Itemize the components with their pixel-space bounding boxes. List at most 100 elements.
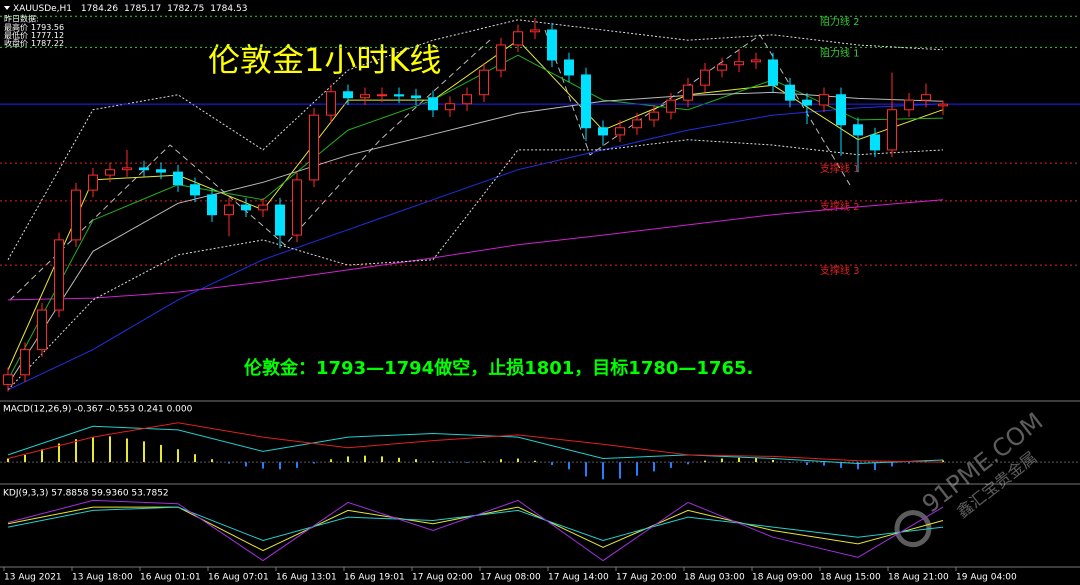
macd-bar: [874, 462, 876, 470]
candle-body: [122, 167, 132, 171]
prev-day-heading: 昨日数据:: [4, 14, 39, 24]
macd-bar: [602, 462, 604, 480]
macd-bar: [840, 462, 842, 468]
candle-body: [428, 97, 438, 111]
macd-line: [7, 422, 944, 463]
header-high: 1785.17: [124, 4, 161, 14]
macd-bar: [772, 459, 774, 463]
candle-body: [292, 179, 302, 236]
header-close: 1784.53: [210, 4, 247, 14]
time-label: 18 Aug 09:00: [752, 573, 813, 583]
candle-body: [683, 84, 693, 101]
level-label: 阻力线 1: [820, 46, 860, 59]
candle-body: [666, 99, 676, 113]
macd-bar: [313, 462, 315, 464]
macd-bar: [806, 462, 808, 465]
time-label: 16 Aug 07:01: [208, 573, 269, 583]
macd-bar: [160, 444, 162, 463]
macd-bar: [143, 441, 145, 463]
candle-body: [904, 99, 914, 111]
macd-bar: [24, 454, 26, 463]
prev-day-item: 最高价 1793.56: [4, 22, 64, 32]
macd-bar: [704, 460, 706, 463]
candle-body: [921, 94, 931, 101]
macd-label: MACD(12,26,9) -0.367 -0.553 0.241 0.000: [3, 405, 193, 415]
candle-body: [20, 349, 30, 376]
macd-bar: [432, 461, 434, 463]
candle-body: [224, 204, 234, 216]
macd-bar: [194, 454, 196, 463]
time-label: 18 Aug 03:00: [684, 573, 745, 583]
macd-bar: [500, 459, 502, 463]
candle-body: [360, 94, 370, 99]
candle-body: [326, 91, 336, 116]
macd-bar: [619, 462, 621, 479]
symbol-arrow: [4, 6, 10, 10]
macd-bar: [75, 439, 77, 463]
candle-body: [445, 103, 455, 111]
candle-body: [156, 169, 166, 173]
prev-day-value: 1777.12: [31, 31, 64, 40]
level-label: 支撑线 2: [820, 200, 860, 213]
candle-body: [564, 59, 574, 76]
candle-body: [479, 69, 489, 96]
macd-bar: [687, 462, 689, 465]
macd-bar: [670, 462, 672, 468]
prev-day-label: 最高价: [4, 22, 28, 32]
macd-bar: [364, 455, 366, 463]
macd-bar: [466, 462, 468, 463]
macd-bar: [568, 462, 570, 470]
prev-day-item: 最低价 1777.12: [4, 30, 64, 40]
macd-bar: [228, 462, 230, 464]
header: XAUUSDe,H1 1784.26 1785.17 1782.75 1784.…: [13, 4, 247, 14]
candle-body: [717, 64, 727, 71]
macd-bar: [449, 462, 451, 463]
time-label: 18 Aug 21:00: [888, 573, 949, 583]
macd-bar: [755, 457, 757, 463]
macd-bar: [908, 462, 910, 464]
macd-bar: [126, 438, 128, 463]
trend-line: [9, 39, 491, 301]
symbol: XAUUSDe,H1: [13, 4, 72, 14]
candle-body: [734, 61, 744, 66]
macd-bar: [942, 460, 944, 463]
header-open: 1784.26: [81, 4, 118, 14]
macd-bar: [58, 443, 60, 463]
macd-bar: [41, 449, 43, 463]
candle-body: [394, 94, 404, 97]
candle-body: [853, 124, 863, 136]
macd-bar: [483, 461, 485, 463]
overlay-line: [7, 103, 944, 391]
candle-body: [190, 184, 200, 196]
macd-bar: [7, 458, 9, 463]
candle-body: [598, 127, 608, 136]
macd-bar: [738, 457, 740, 463]
chart-title: 伦敦金1小时K线: [208, 41, 441, 79]
candle-body: [496, 44, 506, 71]
prev-day-value: 1787.22: [31, 39, 64, 48]
candle-body: [411, 95, 421, 99]
overlay-line: [7, 139, 944, 391]
candle-body: [241, 204, 251, 211]
prev-day-label: 最低价: [4, 30, 28, 40]
candle-body: [37, 309, 47, 351]
level-label: 支撑线 3: [820, 264, 860, 277]
candle-body: [632, 119, 642, 129]
macd-bar: [857, 462, 859, 470]
time-label: 17 Aug 08:00: [480, 573, 541, 583]
candle-body: [207, 194, 217, 216]
candle-body: [785, 84, 795, 101]
macd-bar: [721, 458, 723, 463]
candle-body: [139, 167, 149, 171]
kdj-line: [7, 499, 944, 562]
macd-bar: [279, 462, 281, 470]
time-label: 17 Aug 20:00: [616, 573, 677, 583]
candle-body: [173, 171, 183, 186]
macd-bar: [92, 437, 94, 463]
candle-body: [615, 127, 625, 136]
candle-body: [343, 91, 353, 99]
overlay-line: [7, 199, 944, 301]
macd-bar: [381, 456, 383, 463]
overlay-line: [7, 19, 944, 260]
time-label: 17 Aug 14:00: [548, 573, 609, 583]
